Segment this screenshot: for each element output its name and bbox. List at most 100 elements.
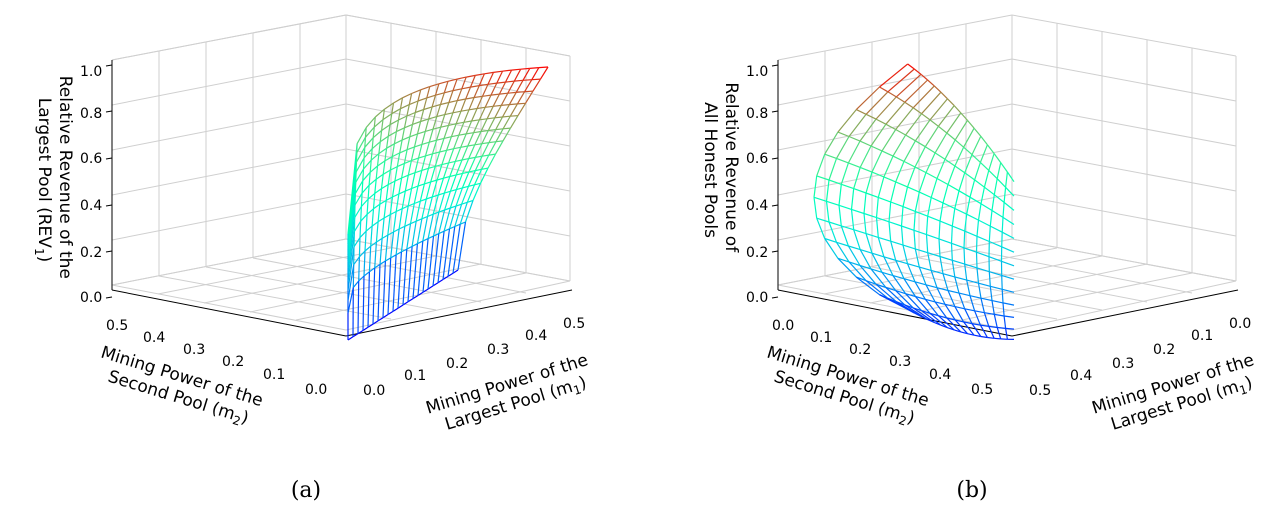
surface-wire (439, 149, 447, 153)
surface-wire (384, 156, 393, 162)
m1-tick-label: 0.4 (1070, 368, 1092, 384)
surface-wire (390, 231, 395, 258)
surface-wire (426, 196, 433, 217)
surface-wire (366, 199, 369, 215)
surface-wire (989, 240, 1002, 248)
surface-wire (447, 112, 454, 126)
surface-wire (996, 162, 1002, 179)
surface-wire (394, 177, 402, 182)
surface-wire (954, 306, 965, 323)
surface-wire (988, 326, 995, 339)
surface-wire (444, 112, 454, 116)
surface-wire (987, 336, 995, 339)
surface-wire (384, 102, 394, 110)
m1-tick-label: 0.1 (1191, 328, 1213, 344)
surface-wire (824, 153, 837, 159)
surface-wire (929, 98, 948, 121)
surface-wire (984, 186, 995, 196)
surface-wire (368, 246, 372, 272)
surface-wire (356, 136, 367, 154)
surface-wire (423, 97, 428, 110)
surface-wire (460, 145, 468, 148)
surface-wire (947, 98, 955, 107)
surface-wire (448, 90, 454, 103)
surface-wire (988, 169, 998, 180)
panel-a-floor-grid (111, 238, 571, 331)
surface-wire (969, 179, 976, 198)
surface-wire (978, 282, 991, 287)
surface-wire (529, 67, 539, 69)
surface-wire (363, 147, 366, 158)
surface-wire (412, 294, 419, 300)
surface-wire (958, 292, 966, 310)
surface-wire (422, 238, 429, 242)
surface-wire (887, 91, 897, 98)
surface-wire (428, 165, 436, 169)
surface-wire (870, 123, 887, 147)
surface-wire (468, 97, 475, 111)
surface-wire (954, 165, 966, 174)
surface-wire (435, 92, 445, 96)
surface-wire (903, 160, 916, 168)
surface-wire (895, 161, 905, 183)
surface-wire (394, 139, 403, 145)
m2-tick-label: 0.5 (971, 382, 993, 398)
surface-wire (966, 279, 979, 284)
surface-wire (479, 118, 488, 121)
surface-wire (409, 133, 418, 138)
surface-wire (1001, 274, 1015, 280)
surface-wire (465, 86, 472, 100)
surface-wire (942, 273, 955, 278)
surface-wire (391, 102, 395, 114)
surface-wire (449, 174, 457, 192)
surface-wire (881, 129, 897, 152)
surface-wire (411, 112, 416, 125)
surface-wire (926, 234, 940, 240)
surface-wire (369, 160, 372, 173)
m1-tick-label: 0.2 (446, 356, 468, 372)
surface-wire (390, 166, 398, 171)
surface-wire (994, 337, 1001, 340)
surface-wire (404, 223, 411, 227)
surface-wire (472, 183, 482, 201)
surface-wire (383, 200, 387, 219)
surface-wire (352, 333, 359, 338)
surface-wire (997, 326, 1006, 329)
m1-tick-label: 0.0 (1229, 316, 1251, 332)
surface-wire (450, 205, 457, 209)
surface-wire (461, 145, 469, 161)
surface-wire (495, 116, 504, 130)
surface-wire (411, 157, 419, 162)
surface-wire (980, 135, 988, 146)
surface-wire (422, 238, 429, 293)
surface-wire (364, 137, 367, 148)
surface-wire (927, 252, 932, 271)
surface-wire (373, 116, 376, 128)
surface-wire (927, 197, 932, 217)
surface-wire (905, 293, 923, 312)
surface-wire (470, 85, 480, 88)
surface-wire (973, 334, 981, 338)
surface-wire (443, 81, 449, 93)
surface-wire (456, 187, 463, 191)
surface-wire (946, 317, 956, 321)
surface-wire (913, 211, 916, 231)
surface-wire (890, 201, 904, 208)
surface-wire (402, 301, 409, 306)
surface-wire (425, 128, 434, 132)
surface-wire (400, 104, 410, 110)
surface-wire (407, 188, 413, 207)
surface-wire (382, 113, 393, 121)
surface-wire (379, 238, 383, 265)
surface-wire (835, 241, 850, 263)
z-tick-label: 0.2 (80, 245, 102, 261)
surface-wire (434, 83, 440, 96)
surface-wire (432, 211, 440, 237)
surface-wire (840, 225, 849, 247)
surface-wire (444, 191, 451, 211)
surface-wire (412, 120, 421, 125)
m2-tick-label: 0.1 (263, 367, 285, 383)
surface-wire (481, 142, 490, 157)
surface-wire (436, 114, 445, 118)
surface-wire (906, 166, 916, 188)
